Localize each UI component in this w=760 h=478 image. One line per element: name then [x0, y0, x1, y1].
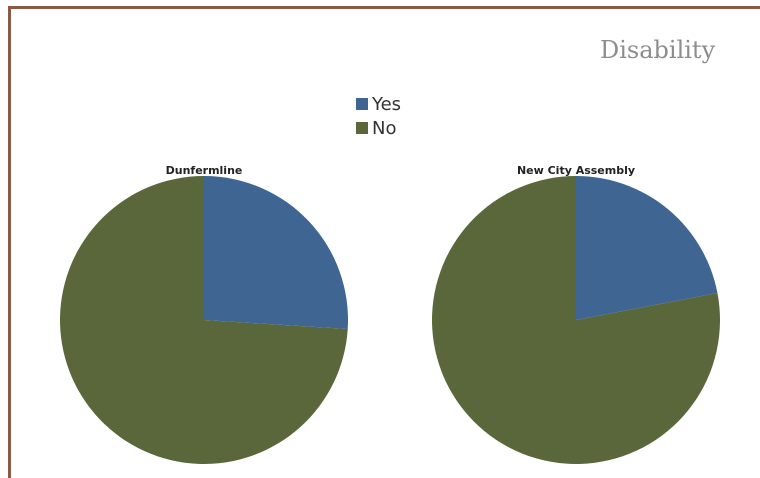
pie-chart-new-city-assembly: New City Assembly [431, 164, 720, 464]
pie-title-new-city-assembly: New City Assembly [517, 164, 635, 177]
pie-slice-no [431, 176, 720, 464]
pie-title-dunfermline: Dunfermline [166, 164, 243, 177]
pie-slice-no [59, 176, 348, 465]
legend-item-yes: Yes [356, 92, 401, 116]
pie-chart-dunfermline: Dunfermline [59, 164, 348, 465]
chart-legend: Yes No [356, 92, 401, 140]
legend-label-no: No [372, 117, 397, 139]
legend-swatch-no [356, 122, 368, 134]
pie-slice-yes [204, 176, 348, 330]
legend-label-yes: Yes [372, 93, 402, 115]
pie-slice-yes [576, 176, 718, 320]
slide-title: Disability [600, 36, 716, 64]
legend-item-no: No [356, 116, 401, 140]
legend-swatch-yes [356, 98, 368, 110]
